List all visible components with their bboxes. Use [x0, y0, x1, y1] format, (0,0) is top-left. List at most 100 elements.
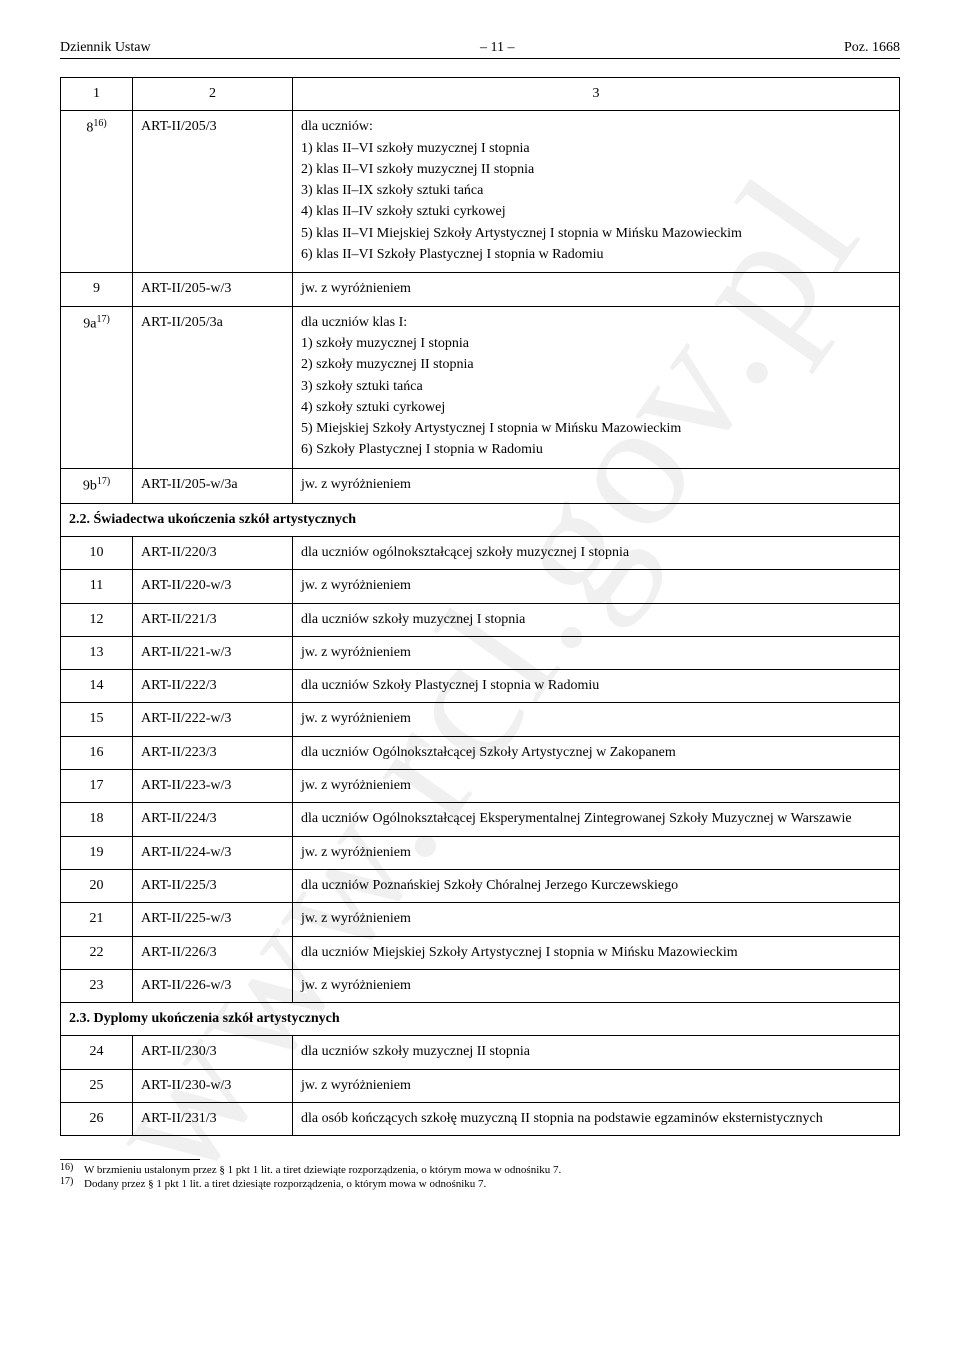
row-number-cell: 18 [61, 803, 133, 836]
row-number-cell: 11 [61, 570, 133, 603]
description-list-item: 2) klas II–VI szkoły muzycznej II stopni… [301, 160, 891, 180]
description-cell: dla uczniów Poznańskiej Szkoły Chóralnej… [293, 869, 900, 902]
code-cell: ART-II/220-w/3 [133, 570, 293, 603]
description-cell: jw. z wyróżnieniem [293, 770, 900, 803]
code-cell: ART-II/205/3 [133, 111, 293, 273]
row-number-sup: 17) [97, 476, 110, 487]
col-header-2: 2 [133, 78, 293, 111]
table-row: 10ART-II/220/3dla uczniów ogólnokształcą… [61, 537, 900, 570]
row-number-cell: 24 [61, 1036, 133, 1069]
code-cell: ART-II/205/3a [133, 306, 293, 468]
table-row: 17ART-II/223-w/3jw. z wyróżnieniem [61, 770, 900, 803]
table-row: 20ART-II/225/3dla uczniów Poznańskiej Sz… [61, 869, 900, 902]
description-cell: dla uczniów szkoły muzycznej I stopnia [293, 603, 900, 636]
table-row: 9a17)ART-II/205/3adla uczniów klas I:1) … [61, 306, 900, 468]
row-number-cell: 22 [61, 936, 133, 969]
header-right: Poz. 1668 [844, 40, 900, 56]
col-header-1: 1 [61, 78, 133, 111]
description-list-item: 1) szkoły muzycznej I stopnia [301, 334, 891, 354]
code-cell: ART-II/224/3 [133, 803, 293, 836]
row-number-cell: 9a17) [61, 306, 133, 468]
table-row: 9ART-II/205-w/3jw. z wyróżnieniem [61, 273, 900, 306]
description-cell: jw. z wyróżnieniem [293, 636, 900, 669]
code-cell: ART-II/230/3 [133, 1036, 293, 1069]
row-number-cell: 25 [61, 1069, 133, 1102]
code-cell: ART-II/220/3 [133, 537, 293, 570]
row-number-cell: 9b17) [61, 468, 133, 503]
section-header-cell: 2.2. Świadectwa ukończenia szkół artysty… [61, 503, 900, 536]
code-cell: ART-II/223-w/3 [133, 770, 293, 803]
description-cell: jw. z wyróżnieniem [293, 1069, 900, 1102]
table-row: 19ART-II/224-w/3jw. z wyróżnieniem [61, 836, 900, 869]
code-cell: ART-II/226-w/3 [133, 969, 293, 1002]
col-header-3: 3 [293, 78, 900, 111]
description-cell: dla uczniów:1) klas II–VI szkoły muzyczn… [293, 111, 900, 273]
table-row: 25ART-II/230-w/3jw. z wyróżnieniem [61, 1069, 900, 1102]
table-row: 15ART-II/222-w/3jw. z wyróżnieniem [61, 703, 900, 736]
description-cell: dla uczniów szkoły muzycznej II stopnia [293, 1036, 900, 1069]
description-list-item: 6) klas II–VI Szkoły Plastycznej I stopn… [301, 245, 891, 265]
description-cell: dla uczniów Ogólnokształcącej Szkoły Art… [293, 736, 900, 769]
table-row: 18ART-II/224/3dla uczniów Ogólnokształcą… [61, 803, 900, 836]
description-cell: jw. z wyróżnieniem [293, 273, 900, 306]
row-number-sup: 16) [93, 118, 106, 129]
footnote-number: 17) [60, 1176, 84, 1188]
description-cell: jw. z wyróżnieniem [293, 969, 900, 1002]
row-number-cell: 17 [61, 770, 133, 803]
description-cell: dla osób kończących szkołę muzyczną II s… [293, 1103, 900, 1136]
page-content: Dziennik Ustaw – 11 – Poz. 1668 1 2 3 81… [60, 40, 900, 1190]
footnote-separator [60, 1159, 200, 1160]
code-cell: ART-II/221/3 [133, 603, 293, 636]
table-row: 816)ART-II/205/3dla uczniów:1) klas II–V… [61, 111, 900, 273]
description-list-item: 5) Miejskiej Szkoły Artystycznej I stopn… [301, 419, 891, 439]
description-cell: jw. z wyróżnieniem [293, 836, 900, 869]
code-cell: ART-II/205-w/3a [133, 468, 293, 503]
description-list-item: 3) szkoły sztuki tańca [301, 377, 891, 397]
table-row: 23ART-II/226-w/3jw. z wyróżnieniem [61, 969, 900, 1002]
header-left: Dziennik Ustaw [60, 40, 151, 56]
description-list-item: 3) klas II–IX szkoły sztuki tańca [301, 181, 891, 201]
table-row: 2.3. Dyplomy ukończenia szkół artystyczn… [61, 1003, 900, 1036]
table-row: 21ART-II/225-w/3jw. z wyróżnieniem [61, 903, 900, 936]
description-cell: dla uczniów Ogólnokształcącej Eksperymen… [293, 803, 900, 836]
code-cell: ART-II/222-w/3 [133, 703, 293, 736]
table-row: 2.2. Świadectwa ukończenia szkół artysty… [61, 503, 900, 536]
description-cell: dla uczniów Miejskiej Szkoły Artystyczne… [293, 936, 900, 969]
code-cell: ART-II/231/3 [133, 1103, 293, 1136]
section-header-cell: 2.3. Dyplomy ukończenia szkół artystyczn… [61, 1003, 900, 1036]
description-list-item: 5) klas II–VI Miejskiej Szkoły Artystycz… [301, 224, 891, 244]
footnote: 17)Dodany przez § 1 pkt 1 lit. a tiret d… [60, 1178, 900, 1190]
table-row: 16ART-II/223/3dla uczniów Ogólnokształcą… [61, 736, 900, 769]
code-cell: ART-II/226/3 [133, 936, 293, 969]
description-list-item: 2) szkoły muzycznej II stopnia [301, 355, 891, 375]
code-cell: ART-II/230-w/3 [133, 1069, 293, 1102]
code-cell: ART-II/223/3 [133, 736, 293, 769]
description-list-item: 4) szkoły sztuki cyrkowej [301, 398, 891, 418]
table-row: 11ART-II/220-w/3jw. z wyróżnieniem [61, 570, 900, 603]
row-number-cell: 21 [61, 903, 133, 936]
code-cell: ART-II/225/3 [133, 869, 293, 902]
footnote: 16)W brzmieniu ustalonym przez § 1 pkt 1… [60, 1164, 900, 1176]
row-number-cell: 20 [61, 869, 133, 902]
footnote-text: W brzmieniu ustalonym przez § 1 pkt 1 li… [84, 1164, 561, 1176]
row-number-cell: 10 [61, 537, 133, 570]
code-cell: ART-II/225-w/3 [133, 903, 293, 936]
row-number-cell: 26 [61, 1103, 133, 1136]
description-list-item: 1) klas II–VI szkoły muzycznej I stopnia [301, 139, 891, 159]
code-cell: ART-II/224-w/3 [133, 836, 293, 869]
row-number-cell: 15 [61, 703, 133, 736]
description-cell: jw. z wyróżnieniem [293, 903, 900, 936]
table-row: 24ART-II/230/3dla uczniów szkoły muzyczn… [61, 1036, 900, 1069]
footnote-number: 16) [60, 1162, 84, 1174]
footnote-text: Dodany przez § 1 pkt 1 lit. a tiret dzie… [84, 1178, 486, 1190]
row-number-cell: 14 [61, 670, 133, 703]
table-header-row: 1 2 3 [61, 78, 900, 111]
row-number-cell: 23 [61, 969, 133, 1002]
row-number-cell: 816) [61, 111, 133, 273]
description-cell: jw. z wyróżnieniem [293, 468, 900, 503]
page-header: Dziennik Ustaw – 11 – Poz. 1668 [60, 40, 900, 59]
table-row: 9b17)ART-II/205-w/3ajw. z wyróżnieniem [61, 468, 900, 503]
table-row: 22ART-II/226/3dla uczniów Miejskiej Szko… [61, 936, 900, 969]
header-center: – 11 – [480, 40, 514, 56]
table-row: 14ART-II/222/3dla uczniów Szkoły Plastyc… [61, 670, 900, 703]
